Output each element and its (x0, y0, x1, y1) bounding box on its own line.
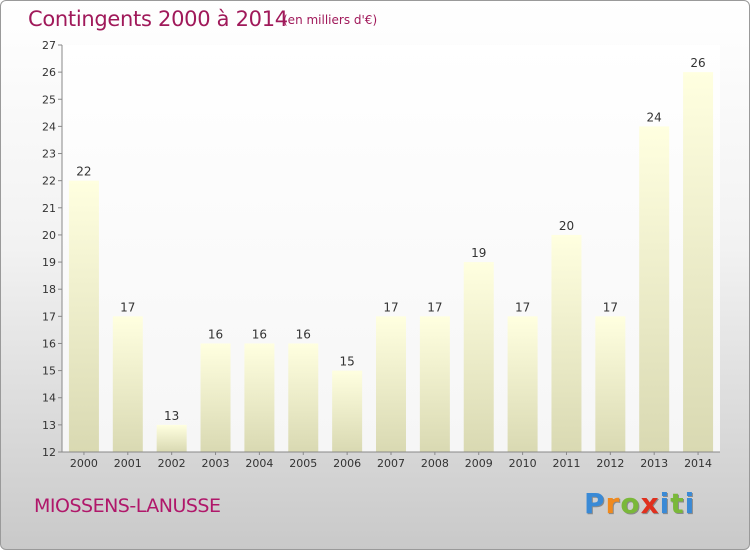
y-tick-label-18: 18 (42, 283, 56, 296)
y-tick-label-13: 13 (42, 419, 56, 432)
y-tick-label-26: 26 (42, 66, 56, 79)
data-label-2000: 22 (76, 165, 91, 179)
data-label-2011: 20 (559, 219, 574, 233)
data-label-2012: 17 (603, 300, 618, 314)
bar-2009 (463, 262, 494, 452)
bar-2006 (332, 370, 363, 452)
data-label-2005: 16 (296, 327, 311, 341)
x-tick-label-2010: 2010 (509, 457, 537, 470)
x-tick-label-2013: 2013 (640, 457, 668, 470)
bar-2002 (156, 424, 187, 452)
data-label-2013: 24 (647, 110, 662, 124)
bar-2010 (507, 316, 538, 452)
data-label-2006: 15 (339, 355, 354, 369)
x-tick-label-2006: 2006 (333, 457, 361, 470)
bar-2005 (288, 343, 319, 452)
bar-2004 (244, 343, 275, 452)
data-label-2010: 17 (515, 300, 530, 314)
x-tick-label-2007: 2007 (377, 457, 405, 470)
bar-2011 (551, 234, 582, 452)
proxiti-logo: Proxiti (584, 487, 696, 520)
data-label-2007: 17 (383, 300, 398, 314)
chart-subtitle: (en milliers d'€) (283, 13, 378, 27)
y-tick-label-17: 17 (42, 310, 56, 323)
x-tick-label-2012: 2012 (596, 457, 624, 470)
x-tick-label-2009: 2009 (465, 457, 493, 470)
x-tick-label-2002: 2002 (158, 457, 186, 470)
y-tick-label-12: 12 (42, 446, 56, 459)
y-tick-label-16: 16 (42, 337, 56, 350)
x-tick-label-2005: 2005 (289, 457, 317, 470)
bar-2003 (200, 343, 231, 452)
bar-2007 (376, 316, 406, 452)
y-tick-label-23: 23 (42, 148, 56, 161)
bar-2012 (595, 316, 626, 452)
x-tick-label-2014: 2014 (684, 457, 712, 470)
bar-2014 (683, 72, 714, 452)
bar-2001 (112, 316, 143, 452)
x-tick-label-2011: 2011 (552, 457, 580, 470)
y-tick-label-21: 21 (42, 202, 56, 215)
data-label-2001: 17 (120, 300, 135, 314)
y-tick-label-14: 14 (42, 392, 56, 405)
y-tick-label-15: 15 (42, 365, 56, 378)
x-tick-label-2004: 2004 (245, 457, 273, 470)
data-label-2009: 19 (471, 246, 486, 260)
bar-2008 (419, 316, 450, 452)
data-label-2003: 16 (208, 327, 223, 341)
y-tick-label-24: 24 (42, 120, 56, 133)
y-tick-label-19: 19 (42, 256, 56, 269)
y-tick-label-27: 27 (42, 39, 56, 52)
bar-2000 (68, 180, 99, 452)
x-tick-label-2008: 2008 (421, 457, 449, 470)
x-tick-label-2001: 2001 (114, 457, 142, 470)
y-tick-label-25: 25 (42, 93, 56, 106)
y-tick-label-20: 20 (42, 229, 56, 242)
data-label-2002: 13 (164, 409, 179, 423)
x-tick-label-2000: 2000 (70, 457, 98, 470)
data-label-2004: 16 (252, 327, 267, 341)
y-tick-label-22: 22 (42, 175, 56, 188)
data-label-2008: 17 (427, 300, 442, 314)
bar-2013 (639, 126, 670, 453)
x-tick-label-2003: 2003 (202, 457, 230, 470)
chart-title: Contingents 2000 à 2014 (28, 7, 288, 31)
commune-name: MIOSSENS-LANUSSE (34, 495, 221, 517)
data-label-2014: 26 (690, 56, 705, 70)
